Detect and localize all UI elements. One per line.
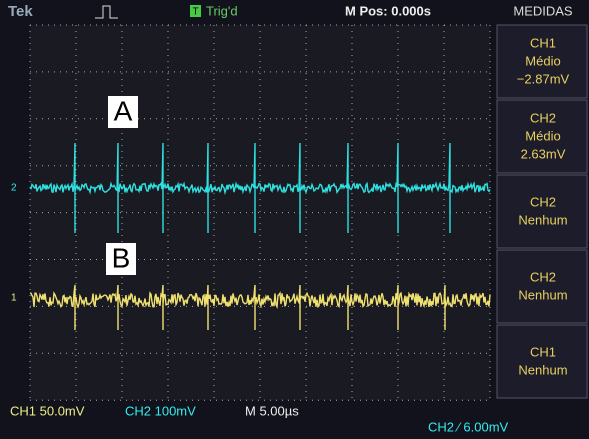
menu-type: Nenhum bbox=[518, 212, 567, 227]
menu-value: −2.87mV bbox=[517, 71, 570, 86]
label-a-box bbox=[108, 96, 138, 128]
trigger-icon-box bbox=[190, 5, 201, 17]
run-icon bbox=[95, 5, 118, 19]
menu-source: CH1 bbox=[530, 344, 556, 359]
ch1-scale: CH1 50.0mV bbox=[10, 403, 85, 418]
menu-source: CH2 bbox=[530, 269, 556, 284]
menu-type: Médio bbox=[525, 128, 560, 143]
menu-type: Nenhum bbox=[518, 287, 567, 302]
timebase: M 5.00µs bbox=[245, 403, 299, 418]
menu: CH1 Médio −2.87mV CH2 Médio 2.63mV CH2 Nenhum CH… bbox=[496, 24, 588, 399]
menu-value: 2.63mV bbox=[521, 146, 566, 161]
label-b: B bbox=[112, 242, 131, 273]
ch2-scale: CH2 100mV bbox=[125, 403, 196, 418]
graticule bbox=[29, 24, 491, 401]
label-b-box bbox=[106, 243, 136, 275]
menu-type: Médio bbox=[525, 53, 560, 68]
brand: Tek bbox=[8, 3, 33, 20]
menu-item bbox=[496, 249, 588, 324]
trigger-status: Trig'd bbox=[206, 3, 238, 18]
menu-source: CH2 bbox=[530, 194, 556, 209]
menu-item bbox=[496, 99, 588, 174]
menu-item bbox=[496, 324, 588, 399]
menu-source: CH2 bbox=[530, 110, 556, 125]
ch2-trace bbox=[29, 142, 491, 233]
menu-item bbox=[496, 174, 588, 249]
menu-title: MEDIDAS bbox=[513, 3, 573, 18]
ch2-marker: 2 bbox=[11, 183, 17, 194]
trigger-icon: T bbox=[192, 7, 198, 18]
menu-type: Nenhum bbox=[518, 362, 567, 377]
traces bbox=[29, 142, 491, 330]
trigger-level: CH2 ⁄ 6.00mV bbox=[428, 419, 509, 434]
label-a: A bbox=[114, 95, 133, 126]
menu-item bbox=[496, 24, 588, 99]
ch1-trace bbox=[29, 284, 491, 330]
position: M Pos: 0.000s bbox=[345, 3, 431, 18]
menu-source: CH1 bbox=[530, 35, 556, 50]
ch1-marker: 1 bbox=[11, 293, 17, 304]
